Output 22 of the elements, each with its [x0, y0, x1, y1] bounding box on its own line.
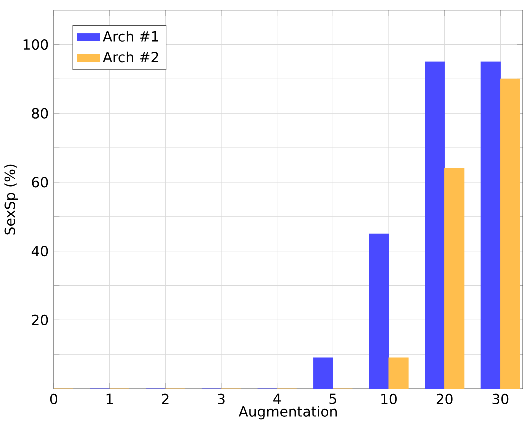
- x-tick-label: 3: [218, 394, 225, 405]
- x-tick-label: 20: [436, 394, 453, 405]
- y-tick-label: 80: [32, 108, 48, 119]
- legend-label: Arch #1: [103, 31, 158, 42]
- legend-label: Arch #2: [103, 52, 158, 63]
- y-axis-title: SexSp (%): [4, 164, 18, 235]
- y-tick-label: 100: [24, 39, 48, 50]
- x-tick-label: 10: [382, 394, 397, 405]
- bar: [313, 358, 334, 389]
- y-tick-label: 20: [32, 314, 48, 326]
- x-tick-label: 1: [106, 394, 113, 404]
- x-tick-label: 5: [330, 394, 336, 404]
- bar: [369, 234, 390, 389]
- y-tick-label: 60: [32, 177, 48, 188]
- y-tick-label: 40: [32, 246, 48, 257]
- x-tick-label: 0: [50, 394, 58, 405]
- bar: [425, 62, 446, 389]
- bar: [480, 62, 501, 389]
- x-axis-title: Augmentation: [238, 406, 337, 420]
- x-tick-label: 30: [492, 394, 509, 405]
- x-tick-label: 2: [162, 394, 169, 404]
- x-tick-label: 4: [274, 394, 281, 404]
